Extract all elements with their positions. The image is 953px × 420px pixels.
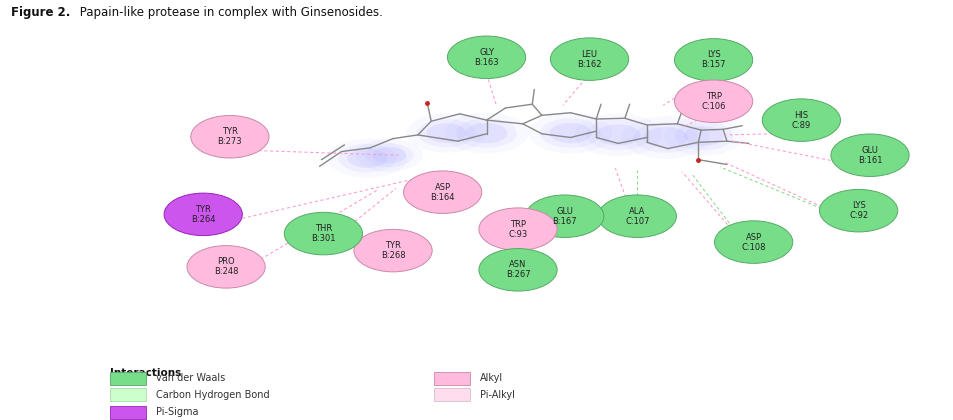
Ellipse shape	[364, 143, 414, 167]
FancyBboxPatch shape	[434, 388, 470, 401]
Text: TYR
B:268: TYR B:268	[380, 241, 405, 260]
Ellipse shape	[338, 144, 395, 172]
Ellipse shape	[191, 116, 269, 158]
Ellipse shape	[456, 118, 517, 148]
Text: van der Waals: van der Waals	[155, 373, 225, 383]
Text: Pi-Sigma: Pi-Sigma	[155, 407, 198, 417]
Text: HIS
C:89: HIS C:89	[791, 110, 810, 130]
Text: Interactions: Interactions	[110, 368, 181, 378]
Ellipse shape	[761, 99, 840, 142]
Text: TYR
B:273: TYR B:273	[217, 127, 242, 146]
FancyBboxPatch shape	[434, 372, 470, 385]
Text: GLU
B:167: GLU B:167	[552, 207, 577, 226]
Text: LYS
C:92: LYS C:92	[848, 201, 867, 220]
Ellipse shape	[528, 113, 612, 153]
Text: Carbon Hydrogen Bond: Carbon Hydrogen Bond	[155, 390, 269, 400]
Ellipse shape	[444, 113, 528, 153]
Ellipse shape	[354, 229, 432, 272]
Ellipse shape	[426, 123, 466, 143]
Text: ALA
C:107: ALA C:107	[624, 207, 649, 226]
Ellipse shape	[447, 36, 525, 79]
Text: Papain-like protease in complex with Ginsenosides.: Papain-like protease in complex with Gin…	[76, 6, 383, 19]
Text: LEU
B:162: LEU B:162	[577, 50, 601, 68]
Text: TRP
C:93: TRP C:93	[508, 220, 527, 239]
Text: ASP
C:108: ASP C:108	[740, 233, 765, 252]
Ellipse shape	[478, 249, 557, 291]
Ellipse shape	[465, 123, 507, 143]
Ellipse shape	[598, 195, 676, 237]
Ellipse shape	[675, 122, 732, 150]
Ellipse shape	[633, 122, 698, 153]
Ellipse shape	[585, 120, 650, 150]
Ellipse shape	[643, 127, 687, 148]
Ellipse shape	[674, 39, 752, 81]
Ellipse shape	[683, 126, 723, 146]
Ellipse shape	[714, 221, 792, 263]
Text: TRP
C:106: TRP C:106	[700, 92, 725, 111]
Ellipse shape	[819, 189, 897, 232]
Text: GLY
B:163: GLY B:163	[474, 48, 498, 67]
Ellipse shape	[663, 116, 743, 155]
Ellipse shape	[525, 195, 603, 237]
Text: TYR
B:264: TYR B:264	[191, 205, 215, 224]
Text: GLU
B:161: GLU B:161	[857, 146, 882, 165]
Ellipse shape	[355, 139, 422, 171]
FancyBboxPatch shape	[110, 388, 146, 401]
Ellipse shape	[406, 113, 486, 152]
Ellipse shape	[164, 193, 242, 236]
Text: LYS
B:157: LYS B:157	[700, 50, 725, 69]
Ellipse shape	[674, 80, 752, 123]
Ellipse shape	[417, 119, 475, 147]
Text: Pi-Alkyl: Pi-Alkyl	[479, 390, 515, 400]
Ellipse shape	[187, 246, 265, 288]
Ellipse shape	[372, 147, 406, 163]
Ellipse shape	[284, 213, 362, 255]
Ellipse shape	[347, 148, 387, 168]
Ellipse shape	[830, 134, 908, 176]
Ellipse shape	[549, 123, 591, 143]
FancyBboxPatch shape	[110, 372, 146, 385]
Text: PRO
B:248: PRO B:248	[213, 257, 238, 276]
Ellipse shape	[403, 171, 481, 213]
Ellipse shape	[327, 139, 407, 178]
Ellipse shape	[621, 116, 709, 159]
Ellipse shape	[539, 118, 600, 148]
Ellipse shape	[574, 114, 661, 156]
Text: ASP
B:164: ASP B:164	[430, 183, 455, 202]
Text: Figure 2.: Figure 2.	[11, 6, 71, 19]
FancyBboxPatch shape	[110, 406, 146, 419]
Text: ASN
B:267: ASN B:267	[505, 260, 530, 279]
Text: Alkyl: Alkyl	[479, 373, 502, 383]
Ellipse shape	[550, 38, 628, 80]
Text: THR
B:301: THR B:301	[311, 224, 335, 243]
Ellipse shape	[596, 124, 639, 145]
Ellipse shape	[478, 208, 557, 250]
